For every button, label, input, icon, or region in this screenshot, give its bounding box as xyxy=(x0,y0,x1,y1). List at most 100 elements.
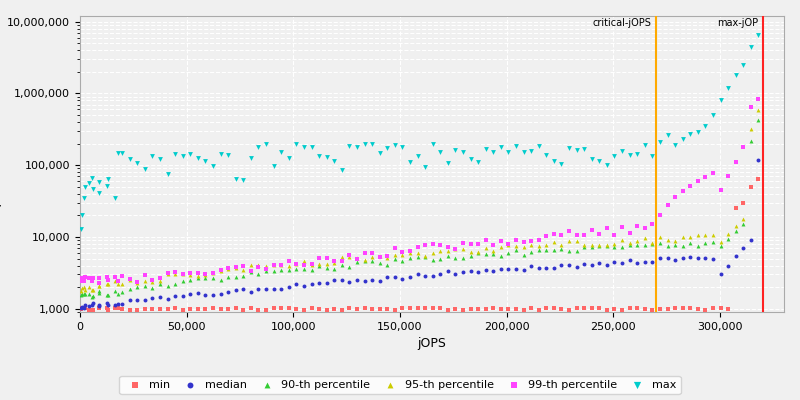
90-th percentile xyxy=(82,291,95,298)
min xyxy=(691,306,704,312)
Text: max-jOP: max-jOP xyxy=(718,18,758,28)
max xyxy=(502,149,515,155)
median xyxy=(464,268,477,274)
99-th percentile xyxy=(570,232,583,238)
99-th percentile xyxy=(540,232,553,239)
median xyxy=(275,285,288,292)
median xyxy=(547,265,560,272)
99-th percentile xyxy=(464,240,477,247)
99-th percentile xyxy=(328,258,341,265)
95-th percentile xyxy=(343,254,356,260)
90-th percentile xyxy=(358,258,371,264)
max xyxy=(86,174,98,181)
95-th percentile xyxy=(328,260,341,266)
90-th percentile xyxy=(540,247,553,253)
max xyxy=(222,152,234,158)
95-th percentile xyxy=(366,254,378,260)
min xyxy=(93,305,106,311)
90-th percentile xyxy=(350,259,363,265)
95-th percentile xyxy=(76,285,89,292)
99-th percentile xyxy=(358,250,371,256)
min xyxy=(631,305,644,312)
median xyxy=(78,304,90,311)
min xyxy=(343,304,356,311)
95-th percentile xyxy=(93,283,106,289)
min xyxy=(699,306,712,313)
min xyxy=(116,306,129,313)
99-th percentile xyxy=(381,253,394,259)
Legend: min, median, 90-th percentile, 95-th percentile, 99-th percentile, max: min, median, 90-th percentile, 95-th per… xyxy=(119,376,681,394)
90-th percentile xyxy=(706,239,719,246)
min xyxy=(86,307,99,313)
max xyxy=(442,160,454,166)
median xyxy=(403,274,416,280)
min xyxy=(154,306,166,312)
median xyxy=(442,268,454,274)
99-th percentile xyxy=(86,277,98,284)
median xyxy=(676,255,689,262)
max xyxy=(245,155,258,162)
max xyxy=(638,142,651,148)
median xyxy=(722,262,734,269)
99-th percentile xyxy=(184,270,197,276)
90-th percentile xyxy=(601,242,614,249)
median xyxy=(86,300,99,306)
max xyxy=(714,97,727,104)
90-th percentile xyxy=(631,242,644,248)
95-th percentile xyxy=(684,234,697,240)
min xyxy=(396,304,409,311)
min xyxy=(93,305,106,312)
median xyxy=(222,289,234,295)
min xyxy=(112,305,125,311)
min xyxy=(646,307,658,313)
max xyxy=(570,147,583,153)
99-th percentile xyxy=(578,232,590,238)
median xyxy=(313,279,326,286)
90-th percentile xyxy=(562,248,575,254)
median xyxy=(131,296,144,303)
90-th percentile xyxy=(86,293,99,300)
95-th percentile xyxy=(517,244,530,250)
90-th percentile xyxy=(676,243,689,250)
median xyxy=(199,292,212,298)
median xyxy=(328,277,341,283)
max xyxy=(191,155,204,161)
max xyxy=(131,160,144,166)
max xyxy=(593,158,606,164)
min xyxy=(131,306,144,313)
99-th percentile xyxy=(282,258,295,264)
max xyxy=(661,132,674,138)
median xyxy=(487,268,500,274)
99-th percentile xyxy=(93,280,106,286)
median xyxy=(532,265,545,271)
95-th percentile xyxy=(669,238,682,244)
90-th percentile xyxy=(154,281,166,287)
min xyxy=(138,306,151,312)
Text: critical-jOPS: critical-jOPS xyxy=(593,18,652,28)
90-th percentile xyxy=(570,248,583,254)
99-th percentile xyxy=(252,264,265,270)
95-th percentile xyxy=(176,271,189,277)
90-th percentile xyxy=(411,254,424,260)
99-th percentile xyxy=(562,228,575,235)
max xyxy=(74,226,87,232)
95-th percentile xyxy=(169,271,182,278)
min xyxy=(290,306,302,312)
min xyxy=(487,305,500,311)
90-th percentile xyxy=(169,281,182,287)
max xyxy=(112,150,125,156)
max xyxy=(76,212,89,218)
99-th percentile xyxy=(616,224,629,230)
max xyxy=(358,140,371,147)
99-th percentile xyxy=(313,255,326,261)
90-th percentile xyxy=(464,252,477,259)
90-th percentile xyxy=(230,274,242,280)
95-th percentile xyxy=(112,280,125,287)
median xyxy=(418,273,431,279)
90-th percentile xyxy=(654,240,666,246)
90-th percentile xyxy=(237,273,250,280)
90-th percentile xyxy=(510,247,522,254)
90-th percentile xyxy=(699,240,712,246)
95-th percentile xyxy=(464,249,477,255)
90-th percentile xyxy=(260,267,273,274)
